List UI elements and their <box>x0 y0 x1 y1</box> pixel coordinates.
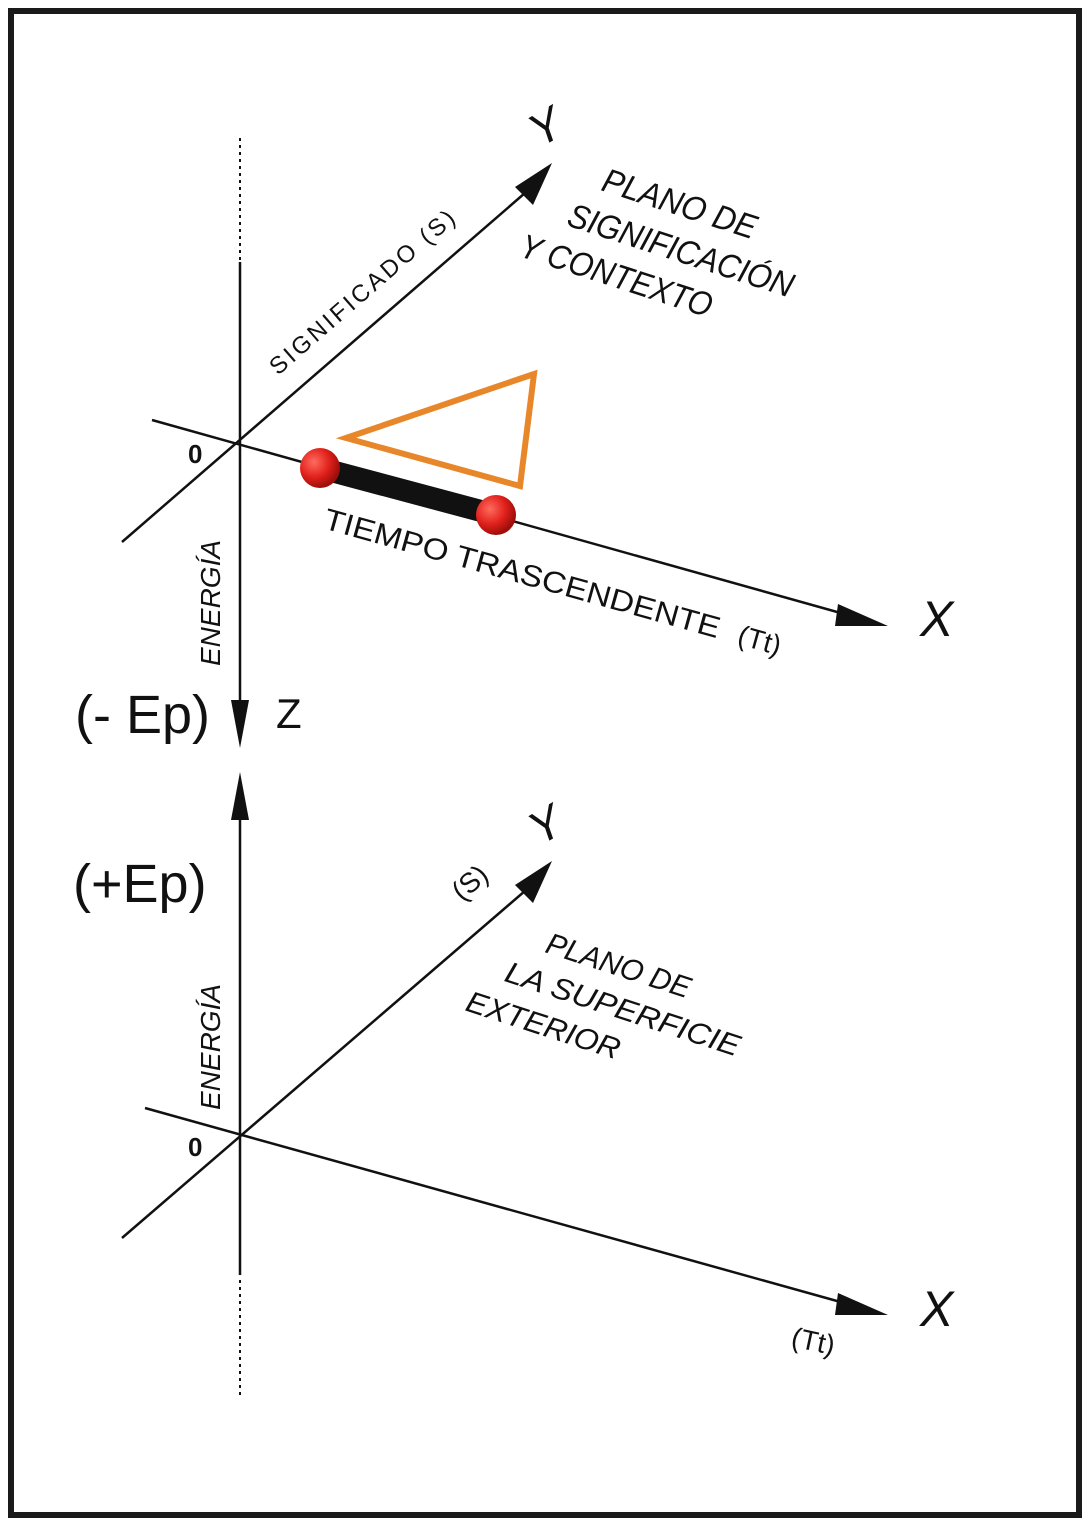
upper-y-axis <box>121 179 541 543</box>
upper-origin-label: 0 <box>188 439 202 469</box>
lower-plane-title: PLANO DE LA SUPERFICIE EXTERIOR <box>462 927 745 1066</box>
lower-energy-label: ENERGÍA <box>195 984 226 1110</box>
upper-plane-title: PLANO DE SIGNIFICACIÓN Y CONTEXTO <box>515 161 798 325</box>
upper-y-axis-caption: SIGNIFICADO (S) <box>264 203 463 381</box>
lower-x-axis-label: X <box>919 1281 955 1337</box>
z-axis-label: Z <box>276 690 302 737</box>
z-axis-down-arrowhead <box>231 700 249 748</box>
lower-x-unit: (Tt) <box>789 1322 838 1361</box>
z-positive-label: (+Ep) <box>73 854 207 914</box>
lower-y-arrowhead <box>515 861 552 903</box>
upper-x-arrowhead <box>835 604 888 626</box>
lower-origin-label: 0 <box>188 1132 202 1162</box>
lower-y-axis-caption: (S) <box>446 859 495 907</box>
upper-y-arrowhead <box>515 163 552 205</box>
lower-y-axis-label: Y <box>519 793 574 855</box>
context-triangle <box>335 369 538 490</box>
segment-start-point <box>300 448 340 488</box>
page-frame <box>8 8 1082 1518</box>
upper-x-axis-caption: TIEMPO TRASCENDENTE (Tt) <box>320 503 785 662</box>
upper-x-unit: (Tt) <box>735 620 785 662</box>
segment-end-point <box>476 495 516 535</box>
z-negative-label: (- Ep) <box>75 685 210 745</box>
upper-energy-label: ENERGÍA <box>195 540 226 666</box>
upper-y-axis-label: Y <box>519 95 574 157</box>
lower-y-axis <box>121 877 541 1239</box>
upper-x-axis-label: X <box>919 591 955 647</box>
lower-x-arrowhead <box>835 1293 888 1315</box>
upper-x-axis <box>151 418 881 626</box>
lower-x-axis <box>144 1106 881 1315</box>
time-segment <box>317 457 499 526</box>
